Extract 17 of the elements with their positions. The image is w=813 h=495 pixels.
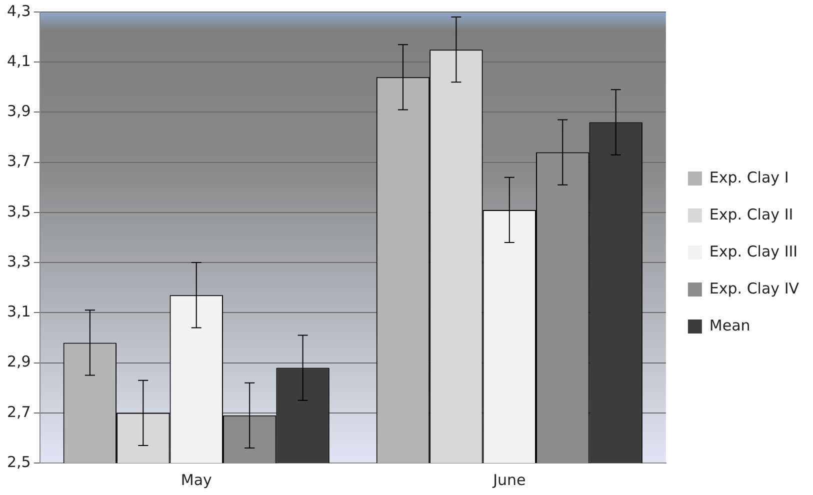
- legend-label: Mean: [709, 316, 750, 334]
- y-tick-label: 2,7: [6, 402, 31, 421]
- y-tick-label: 2,5: [6, 452, 31, 471]
- y-tick-label: 3,1: [6, 302, 31, 321]
- legend-label: Exp. Clay III: [709, 242, 798, 260]
- legend-label: Exp. Clay IV: [709, 279, 800, 298]
- x-tick-label: June: [492, 470, 526, 489]
- y-tick-label: 3,3: [6, 252, 31, 270]
- y-tick-label: 3,9: [6, 102, 31, 120]
- y-tick-label: 4,3: [6, 2, 31, 20]
- y-tick-label: 4,1: [6, 52, 31, 70]
- legend-label: Exp. Clay I: [709, 168, 789, 186]
- y-tick-label: 3,5: [6, 202, 31, 220]
- x-tick-label: May: [180, 470, 212, 489]
- y-tick-label: 2,9: [6, 352, 31, 371]
- legend-label: Exp. Clay II: [709, 205, 794, 224]
- y-tick-label: 3,7: [6, 152, 31, 170]
